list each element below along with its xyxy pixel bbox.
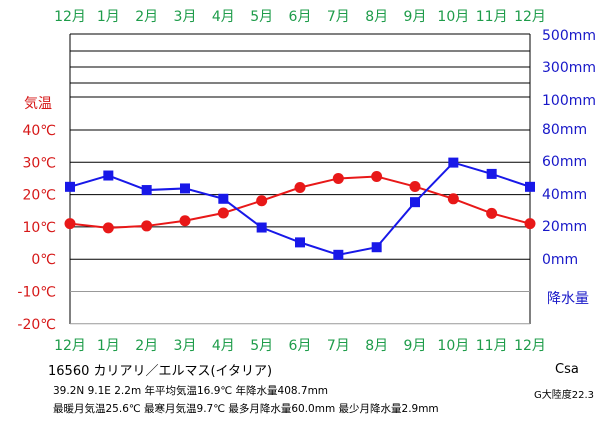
temperature-point bbox=[524, 218, 536, 230]
temperature-point bbox=[141, 220, 153, 232]
temperature-tick-label: 30℃ bbox=[22, 155, 56, 171]
month-label-bottom: 2月 bbox=[135, 338, 158, 354]
month-label-bottom: 7月 bbox=[327, 338, 350, 354]
month-label-bottom: 8月 bbox=[365, 338, 388, 354]
month-label-bottom: 5月 bbox=[250, 338, 273, 354]
precipitation-tick-label: 300mm bbox=[542, 60, 596, 76]
precipitation-point bbox=[256, 222, 267, 233]
temperature-tick-label: 0℃ bbox=[31, 252, 56, 268]
temperature-point bbox=[294, 181, 306, 193]
temperature-point bbox=[179, 215, 191, 227]
grid-lines bbox=[70, 33, 530, 325]
month-label-top: 9月 bbox=[404, 9, 427, 25]
month-label-bottom: 12月 bbox=[514, 338, 546, 354]
temperature-tick-label: -10℃ bbox=[17, 285, 56, 301]
continentality-index: G大陸度22.3 bbox=[534, 390, 595, 401]
data-series bbox=[64, 157, 536, 260]
temperature-point bbox=[409, 181, 421, 193]
temperature-tick-labels: 40℃ 30℃ 20℃ 10℃ 0℃ -10℃ -20℃ bbox=[17, 123, 56, 333]
precipitation-axis-title: 降水量 bbox=[547, 291, 589, 307]
climate-code: Csa bbox=[555, 362, 579, 377]
precipitation-point bbox=[65, 181, 75, 192]
station-title: 16560 カリアリ／エルマス(イタリア) bbox=[48, 364, 273, 379]
precipitation-point bbox=[141, 185, 152, 196]
precipitation-tick-label: 80mm bbox=[542, 122, 587, 138]
precipitation-tick-label: 100mm bbox=[542, 93, 596, 109]
precipitation-point bbox=[525, 181, 535, 192]
month-label-top: 11月 bbox=[476, 9, 508, 25]
month-label-bottom: 3月 bbox=[174, 338, 197, 354]
precipitation-point bbox=[448, 157, 459, 168]
month-label-top: 5月 bbox=[250, 9, 273, 25]
temperature-point bbox=[332, 172, 344, 184]
month-label-top: 12月 bbox=[54, 9, 86, 25]
month-label-top: 2月 bbox=[135, 9, 158, 25]
month-label-top: 1月 bbox=[97, 9, 120, 25]
month-label-bottom: 10月 bbox=[437, 338, 469, 354]
month-label-bottom: 11月 bbox=[476, 338, 508, 354]
precipitation-point bbox=[371, 242, 382, 253]
month-label-top: 6月 bbox=[289, 9, 312, 25]
month-label-top: 3月 bbox=[174, 9, 197, 25]
month-label-top: 4月 bbox=[212, 9, 235, 25]
station-summary-line-2: 最暖月気温25.6℃ 最寒月気温9.7℃ 最多月降水量60.0mm 最少月降水量… bbox=[53, 403, 439, 415]
month-label-top: 8月 bbox=[365, 9, 388, 25]
month-label-bottom: 4月 bbox=[212, 338, 235, 354]
month-label-bottom: 12月 bbox=[54, 338, 86, 354]
precipitation-point bbox=[180, 183, 190, 194]
month-label-bottom: 6月 bbox=[289, 338, 312, 354]
precipitation-tick-label: 40mm bbox=[542, 187, 587, 203]
month-label-top: 12月 bbox=[514, 9, 546, 25]
precipitation-point bbox=[333, 249, 344, 260]
precipitation-point bbox=[295, 237, 305, 248]
month-label-bottom: 1月 bbox=[97, 338, 120, 354]
temperature-point bbox=[371, 171, 383, 183]
precipitation-tick-labels: 500mm 300mm 100mm 80mm 60mm 40mm 20mm 0mm bbox=[542, 28, 596, 268]
temperature-tick-label: -20℃ bbox=[17, 317, 56, 333]
precipitation-point bbox=[103, 170, 114, 181]
month-label-bottom: 9月 bbox=[404, 338, 427, 354]
temperature-point bbox=[256, 195, 268, 207]
temperature-tick-label: 40℃ bbox=[22, 123, 56, 139]
precipitation-point bbox=[218, 193, 229, 204]
temperature-point bbox=[447, 193, 459, 205]
temperature-axis-title: 気温 bbox=[24, 96, 52, 112]
temperature-point bbox=[217, 207, 229, 219]
precipitation-tick-label: 20mm bbox=[542, 219, 587, 235]
temperature-point bbox=[102, 222, 114, 234]
temperature-tick-label: 20℃ bbox=[22, 188, 56, 204]
month-label-top: 10月 bbox=[437, 9, 469, 25]
precipitation-tick-label: 60mm bbox=[542, 154, 587, 170]
precipitation-point bbox=[486, 168, 497, 179]
precipitation-tick-label: 500mm bbox=[542, 28, 596, 44]
precipitation-point bbox=[410, 197, 420, 208]
station-summary-line-1: 39.2N 9.1E 2.2m 年平均気温16.9℃ 年降水量408.7mm bbox=[53, 385, 329, 397]
temperature-point bbox=[486, 207, 498, 219]
bottom-month-labels: 12月 1月 2月 3月 4月 5月 6月 7月 8月 9月 10月 11月 12月 bbox=[54, 338, 546, 354]
temperature-tick-label: 10℃ bbox=[22, 220, 56, 236]
month-label-top: 7月 bbox=[327, 9, 350, 25]
plot-frame bbox=[69, 34, 531, 324]
top-month-labels: 12月 1月 2月 3月 4月 5月 6月 7月 8月 9月 10月 11月 12月 bbox=[54, 9, 546, 25]
temperature-point bbox=[64, 218, 76, 230]
precipitation-tick-label: 0mm bbox=[542, 252, 578, 268]
